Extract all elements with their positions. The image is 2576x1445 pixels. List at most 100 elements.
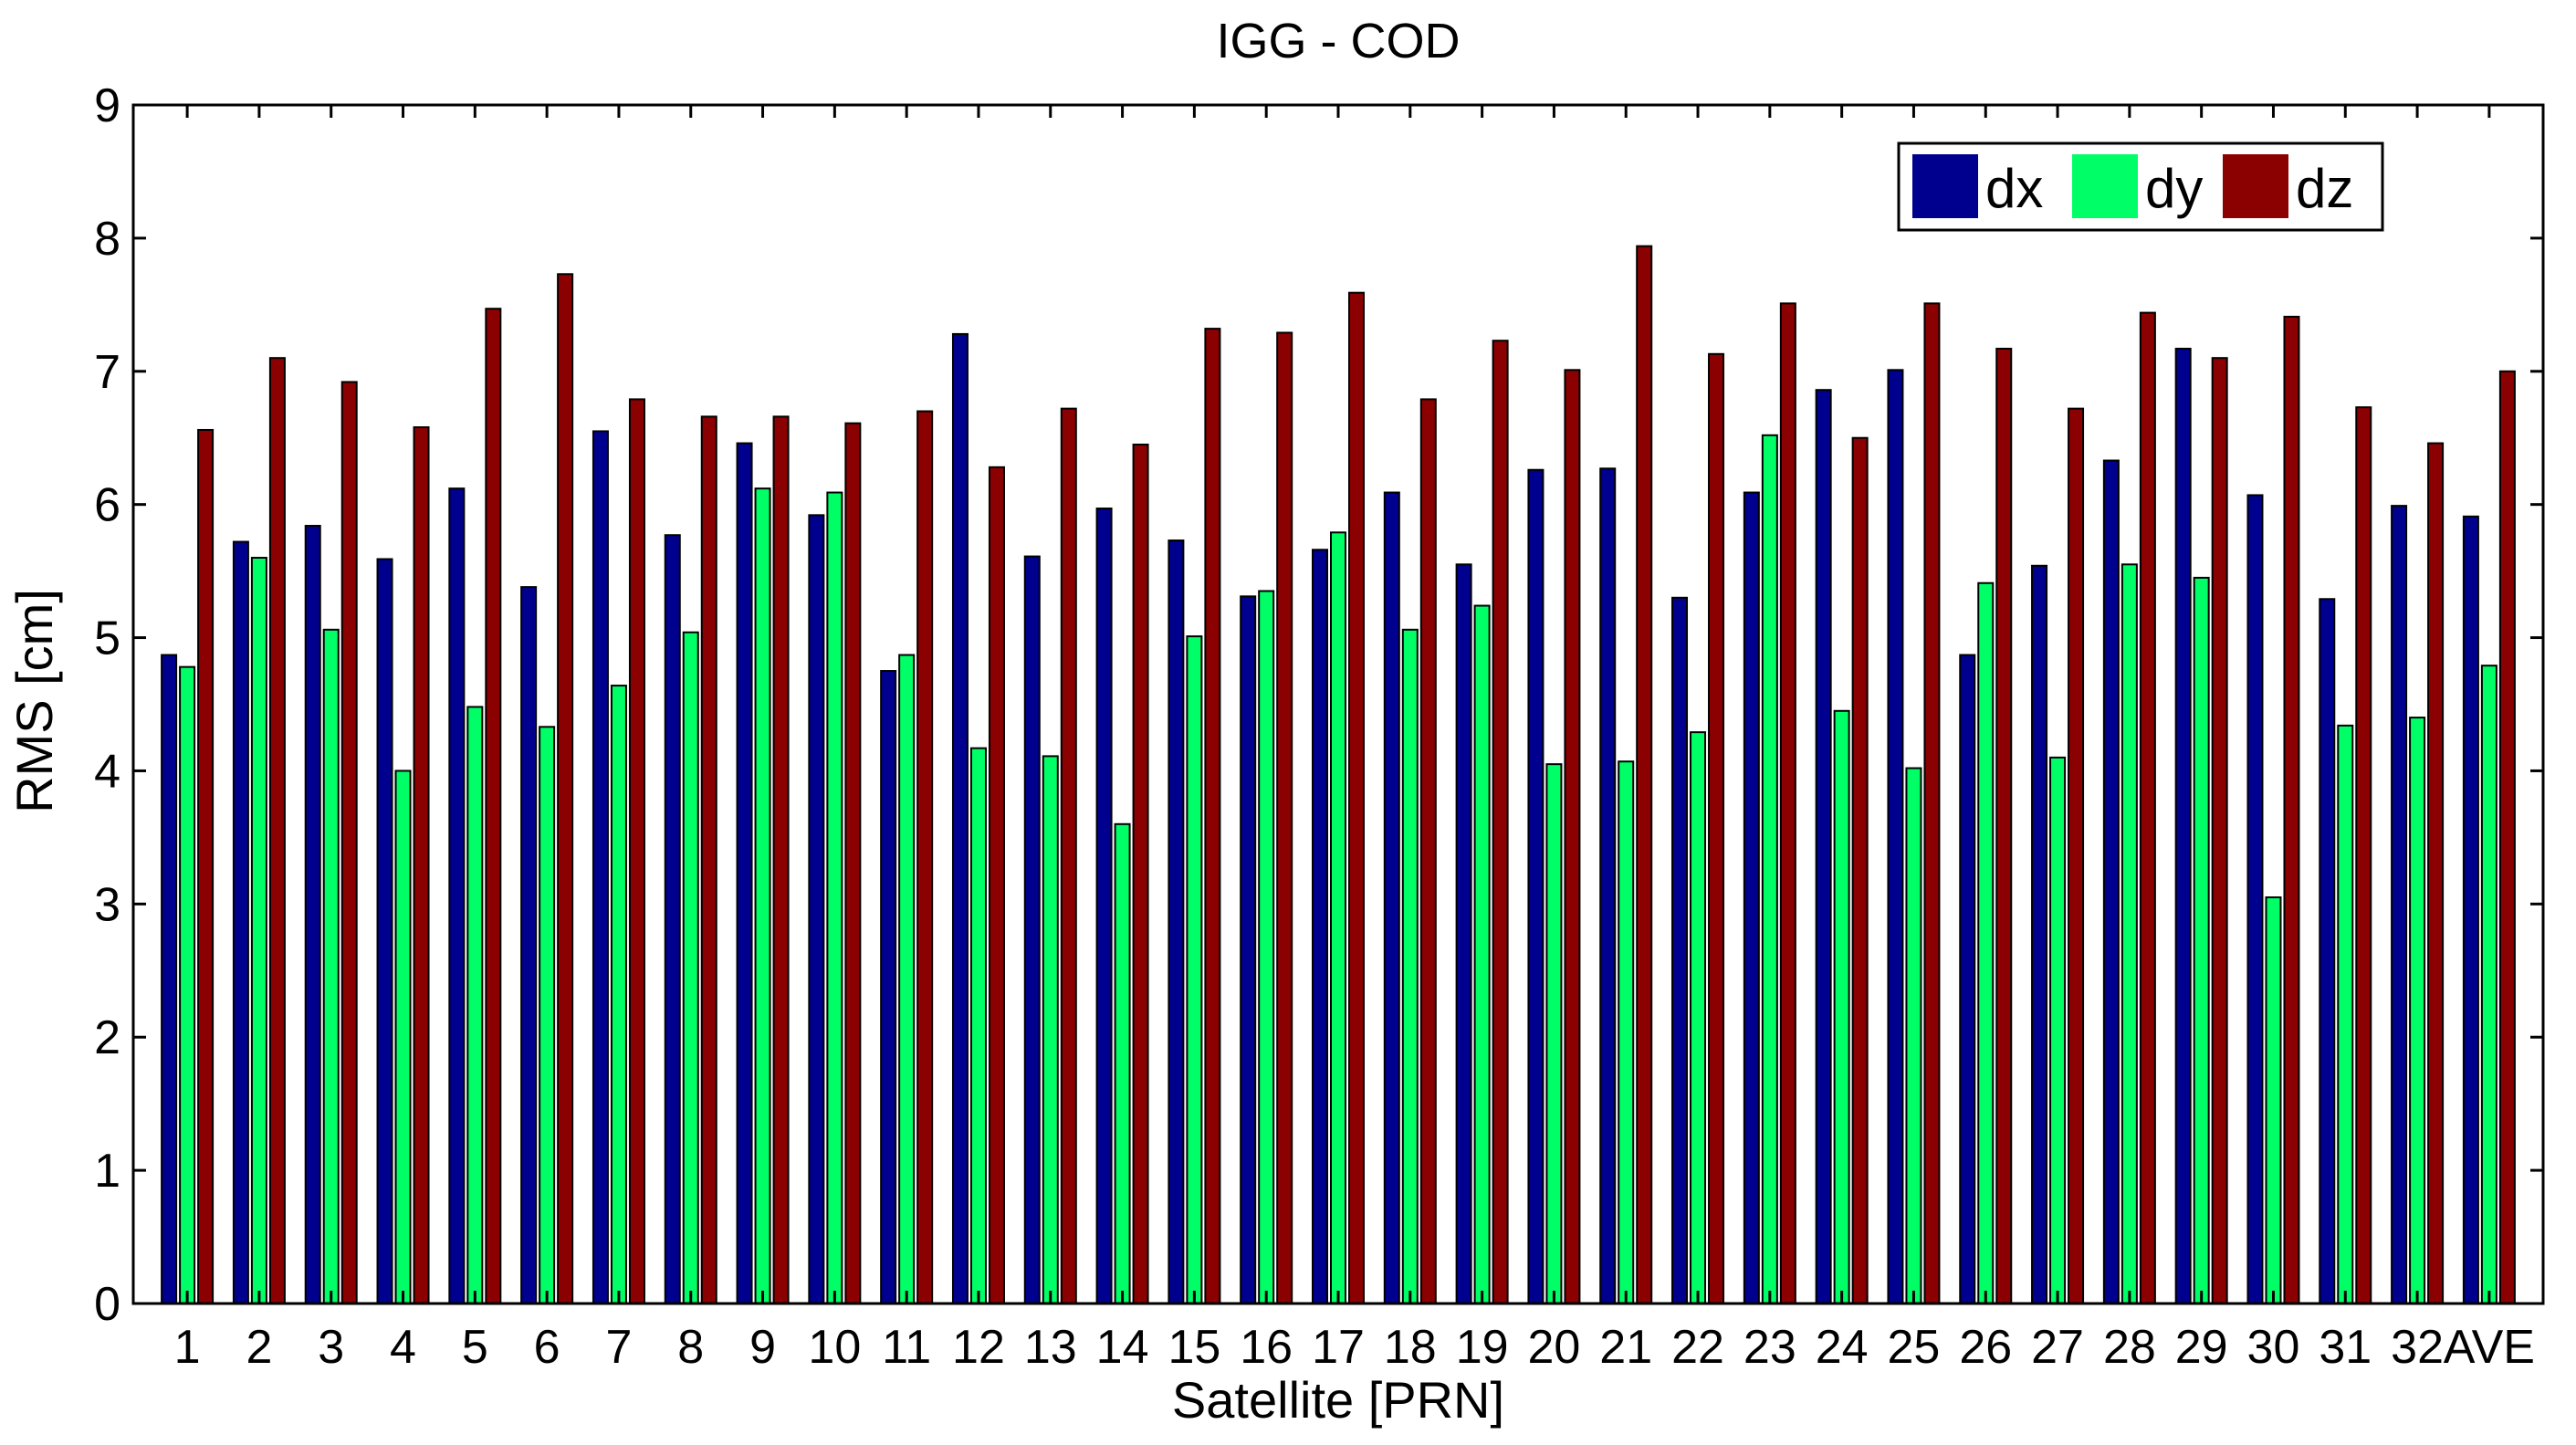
bar-dx-21 <box>1599 467 1617 1304</box>
bar-dy-25 <box>1905 767 1922 1304</box>
bar-dx-26 <box>1959 654 1976 1304</box>
bar-dz-AVE <box>2498 370 2516 1304</box>
bar-dy-20 <box>1545 763 1563 1304</box>
bar-dx-22 <box>1671 596 1689 1304</box>
bar-dx-11 <box>880 670 897 1304</box>
bar-dz-10 <box>844 422 862 1305</box>
bar-dx-14 <box>1095 508 1113 1304</box>
bar-dx-3 <box>304 525 321 1304</box>
bar-dx-AVE <box>2462 515 2479 1304</box>
bar-dz-1 <box>197 428 215 1305</box>
bar-dz-17 <box>1348 291 1365 1305</box>
x-tick-label-7: 7 <box>605 1321 632 1374</box>
bar-dy-8 <box>682 631 699 1304</box>
bar-dx-30 <box>2246 494 2264 1304</box>
bar-dz-28 <box>2139 311 2156 1305</box>
x-tick-label-21: 21 <box>1599 1321 1652 1374</box>
y-tick-label-4: 4 <box>94 745 120 798</box>
bar-dy-10 <box>826 491 843 1304</box>
bar-dy-13 <box>1042 755 1059 1304</box>
chart-title: IGG - COD <box>1217 14 1461 68</box>
bar-dy-30 <box>2265 896 2282 1304</box>
x-tick-label-3: 3 <box>318 1321 344 1374</box>
bar-dx-5 <box>448 487 466 1304</box>
bar-dy-29 <box>2193 576 2210 1304</box>
bar-dz-30 <box>2283 315 2300 1305</box>
bar-dx-27 <box>2031 564 2048 1304</box>
bar-dz-11 <box>916 410 934 1305</box>
x-tick-label-5: 5 <box>462 1321 488 1374</box>
bar-dz-25 <box>1923 302 1941 1304</box>
bar-dz-22 <box>1708 352 1725 1304</box>
bar-dy-22 <box>1690 731 1707 1304</box>
y-tick-label-1: 1 <box>94 1145 120 1198</box>
bar-dx-19 <box>1455 563 1472 1304</box>
x-tick-label-30: 30 <box>2247 1321 2300 1374</box>
x-tick-label-14: 14 <box>1096 1321 1149 1374</box>
bar-dy-31 <box>2337 724 2354 1304</box>
bar-dz-4 <box>413 426 430 1304</box>
bar-dz-29 <box>2211 357 2228 1305</box>
bar-dy-28 <box>2120 563 2138 1304</box>
x-tick-label-2: 2 <box>246 1321 272 1374</box>
bar-dx-24 <box>1815 389 1832 1304</box>
y-ticks-group: 0 1 2 3 4 5 6 7 8 9 <box>94 79 2543 1331</box>
y-axis-label: RMS [cm] <box>5 589 63 813</box>
legend-label-dx: dx <box>1985 158 2043 219</box>
bar-dx-18 <box>1383 491 1400 1304</box>
bar-dz-5 <box>485 308 502 1305</box>
bar-dz-16 <box>1276 331 1293 1305</box>
x-tick-label-22: 22 <box>1671 1321 1724 1374</box>
x-tick-label-10: 10 <box>808 1321 861 1374</box>
x-tick-label-16: 16 <box>1240 1321 1293 1374</box>
bar-dy-27 <box>2049 756 2067 1304</box>
x-ticks-group: 1 2 3 4 5 6 7 8 9 10 11 12 13 14 15 16 17 18 19 20 21 22 23 24 2… <box>174 105 2535 1374</box>
x-tick-label-32: 32 <box>2391 1321 2444 1374</box>
bar-dy-4 <box>394 770 412 1304</box>
bar-dy-7 <box>610 685 627 1304</box>
bar-dx-32 <box>2391 505 2408 1304</box>
x-tick-label-31: 31 <box>2319 1321 2372 1374</box>
bar-dz-14 <box>1132 444 1149 1304</box>
bar-dz-24 <box>1851 436 1869 1305</box>
bar-dy-19 <box>1473 604 1491 1304</box>
bar-dx-20 <box>1527 468 1545 1304</box>
x-axis-label: Satellite [PRN] <box>1172 1371 1504 1429</box>
x-tick-label-1: 1 <box>174 1321 201 1374</box>
bar-dx-25 <box>1887 369 1904 1304</box>
bar-dx-6 <box>520 586 538 1304</box>
legend-box <box>1897 141 2384 232</box>
bar-dx-29 <box>2174 347 2192 1305</box>
bar-dx-15 <box>1168 539 1185 1304</box>
legend-label-dz: dz <box>2296 158 2353 219</box>
bar-dz-23 <box>1779 302 1796 1304</box>
y-tick-label-5: 5 <box>94 613 120 665</box>
x-tick-label-13: 13 <box>1024 1321 1077 1374</box>
x-tick-label-19: 19 <box>1456 1321 1509 1374</box>
x-tick-label-12: 12 <box>952 1321 1005 1374</box>
x-tick-label-15: 15 <box>1168 1321 1220 1374</box>
legend-swatch-dy <box>2072 154 2138 218</box>
bar-dy-18 <box>1401 628 1419 1304</box>
bar-dz-20 <box>1564 369 1581 1304</box>
y-tick-label-6: 6 <box>94 479 120 532</box>
bar-dz-19 <box>1492 340 1509 1305</box>
bar-dz-31 <box>2355 406 2372 1305</box>
bar-dx-23 <box>1743 491 1760 1304</box>
bar-dx-17 <box>1312 549 1328 1304</box>
bar-dy-21 <box>1618 760 1635 1304</box>
bar-dy-5 <box>466 706 484 1304</box>
bar-dy-23 <box>1761 434 1778 1304</box>
y-tick-label-9: 9 <box>94 79 120 132</box>
bar-dz-27 <box>2068 407 2085 1304</box>
x-tick-label-17: 17 <box>1312 1321 1365 1374</box>
x-tick-label-18: 18 <box>1384 1321 1437 1374</box>
bar-dx-9 <box>736 442 753 1304</box>
bar-dy-1 <box>179 665 196 1304</box>
bar-dx-16 <box>1240 595 1257 1304</box>
bar-dz-12 <box>988 466 1005 1304</box>
bar-dy-24 <box>1833 709 1850 1304</box>
bar-dz-6 <box>557 273 574 1304</box>
